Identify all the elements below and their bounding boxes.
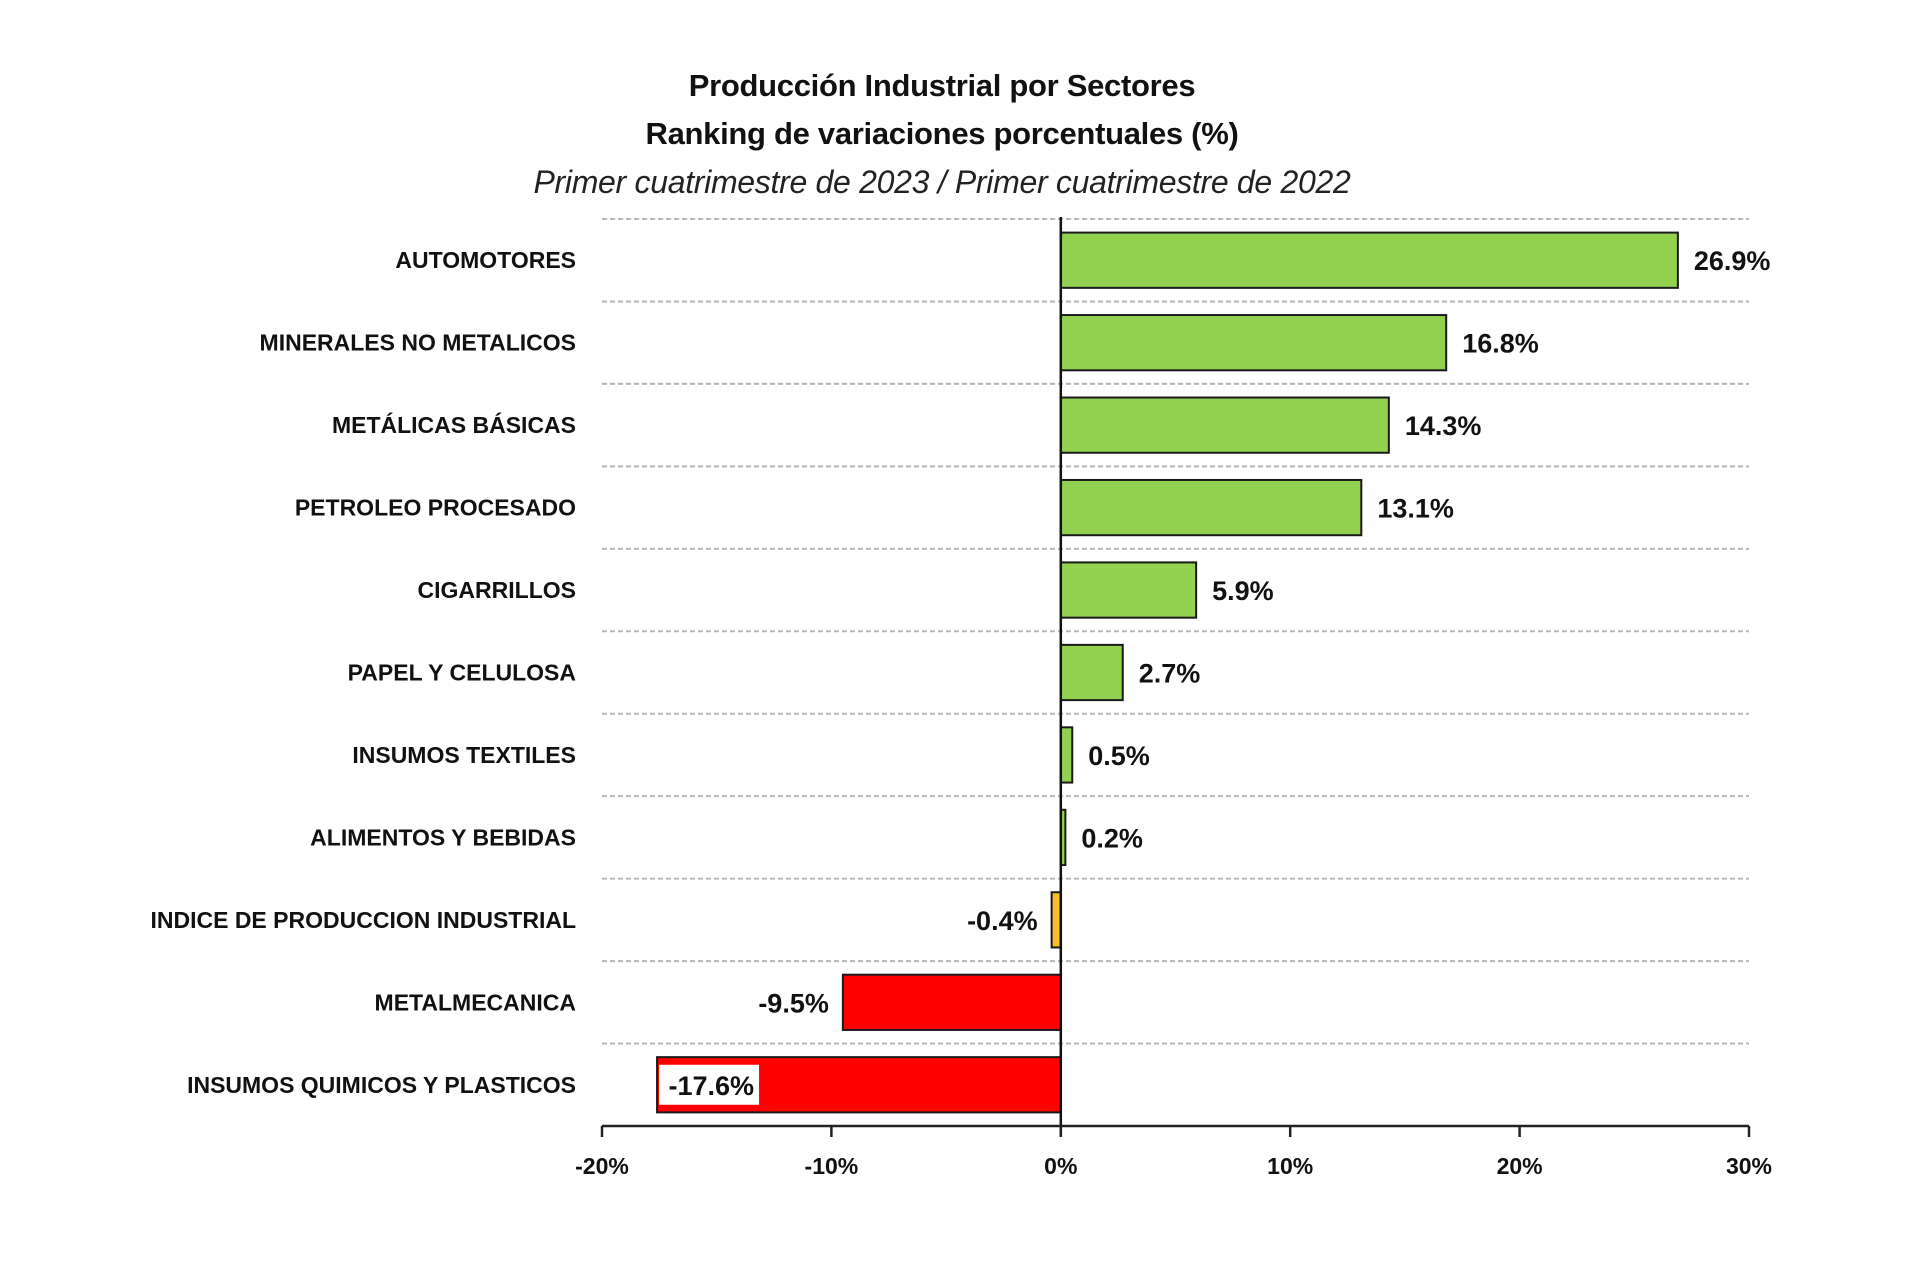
category-label: INSUMOS QUIMICOS Y PLASTICOS <box>187 1072 576 1098</box>
x-tick-label: 30% <box>1726 1153 1772 1179</box>
category-label: INDICE DE PRODUCCION INDUSTRIAL <box>150 907 576 933</box>
value-label: 14.3% <box>1405 411 1482 441</box>
value-label: 16.8% <box>1462 329 1539 359</box>
category-label: AUTOMOTORES <box>395 247 576 273</box>
value-label: 2.7% <box>1139 659 1201 689</box>
value-label: 0.2% <box>1081 823 1143 853</box>
value-label: 13.1% <box>1377 494 1454 524</box>
x-tick-label: -10% <box>805 1153 859 1179</box>
x-tick-label: 10% <box>1267 1153 1313 1179</box>
chart-title: Producción Industrial por Sectores <box>688 68 1196 103</box>
bar <box>1059 231 1679 289</box>
chart-titles: Producción Industrial por Sectores Ranki… <box>0 62 1884 206</box>
value-label: 0.5% <box>1088 741 1150 771</box>
category-label: INSUMOS TEXTILES <box>352 742 576 768</box>
bars <box>656 231 1679 1114</box>
bar <box>1059 561 1198 619</box>
x-tick-label: 0% <box>1044 1153 1077 1179</box>
value-label: -17.6% <box>668 1071 754 1101</box>
category-label: METÁLICAS BÁSICAS <box>332 411 576 438</box>
x-tick-label: 20% <box>1497 1153 1543 1179</box>
chart-subtitle: Ranking de variaciones porcentuales (%) <box>645 116 1239 151</box>
x-axis: -20% -10% 0% 10% 20% 30% <box>575 1124 1772 1179</box>
bar <box>841 973 1062 1031</box>
bar <box>1059 396 1390 454</box>
value-labels: 26.9% 16.8% 14.3% 13.1% 5.9% 2.7% 0.5% 0.2% -0.4… <box>659 246 1770 1105</box>
category-label: PAPEL Y CELULOSA <box>348 660 576 686</box>
x-tick-label: -20% <box>575 1153 629 1179</box>
gridlines <box>602 218 1749 1045</box>
value-label: 26.9% <box>1694 246 1771 276</box>
value-label: -9.5% <box>758 988 829 1018</box>
bar <box>1059 478 1363 537</box>
value-label: 5.9% <box>1212 576 1274 606</box>
bar <box>1059 314 1448 372</box>
value-label: -0.4% <box>967 906 1038 936</box>
category-label: MINERALES NO METALICOS <box>260 330 576 356</box>
category-label: PETROLEO PROCESADO <box>295 495 576 521</box>
bar <box>1059 726 1074 784</box>
category-label: ALIMENTOS Y BEBIDAS <box>310 824 576 850</box>
value-label-background <box>659 1064 760 1105</box>
category-labels: AUTOMOTORES MINERALES NO METALICOS METÁLIC… <box>150 247 576 1098</box>
bar <box>1059 643 1124 702</box>
category-label: CIGARRILLOS <box>418 577 576 603</box>
category-label: METALMECANICA <box>375 989 576 1015</box>
bar <box>1050 891 1062 949</box>
chart-period-subtitle: Primer cuatrimestre de 2023 / Primer cua… <box>533 164 1351 200</box>
